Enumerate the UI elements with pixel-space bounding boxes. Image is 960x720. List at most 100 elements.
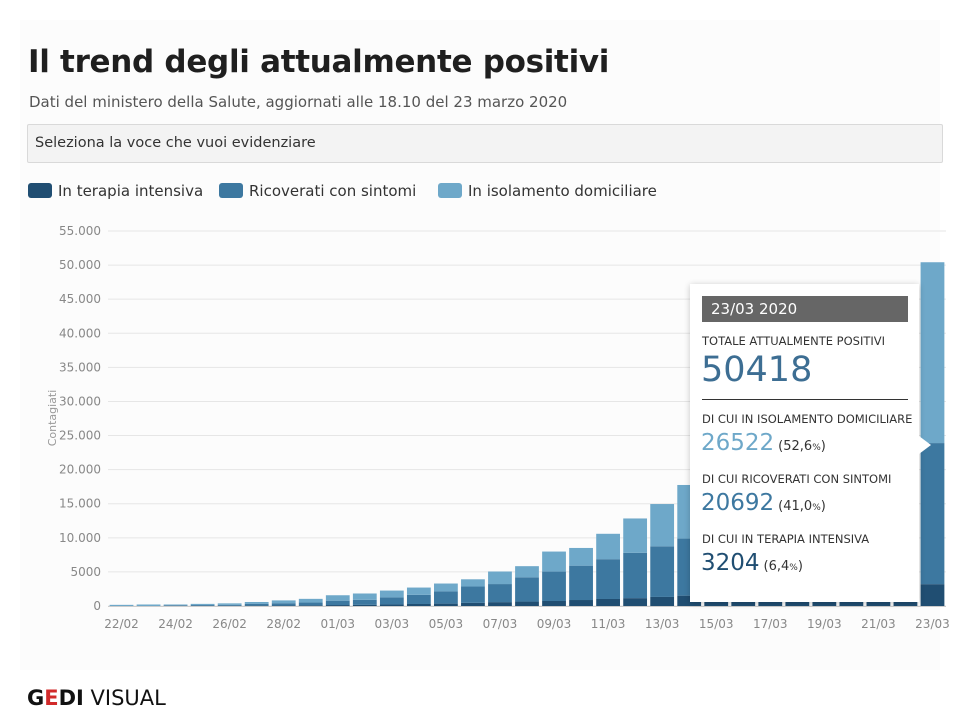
bar-segment-isolamento xyxy=(163,604,188,606)
bar-segment-isolamento xyxy=(434,583,458,592)
y-tick-label: 5000 xyxy=(70,565,101,579)
y-tick-label: 0 xyxy=(93,599,101,613)
page-subtitle: Dati del ministero della Salute, aggiorn… xyxy=(29,93,568,111)
x-tick-label: 22/02 xyxy=(104,617,139,631)
tooltip-ricoverati-value: 20692 xyxy=(701,490,775,516)
bar-segment-isolamento xyxy=(325,595,350,601)
x-tick-label: 26/02 xyxy=(212,617,247,631)
bar-segment-ricoverati xyxy=(569,565,593,601)
tooltip-terapia-label: DI CUI IN TERAPIA INTENSIVA xyxy=(702,532,870,546)
bar-segment-isolamento xyxy=(298,598,323,603)
x-tick-label: 23/03 xyxy=(915,617,950,631)
legend-swatch-terapia-intensiva xyxy=(28,183,52,198)
x-tick-label: 01/03 xyxy=(320,617,355,631)
tooltip-ricoverati-label: DI CUI RICOVERATI CON SINTOMI xyxy=(702,472,892,486)
y-tick-label: 40.000 xyxy=(59,326,101,340)
bar-segment-ricoverati xyxy=(623,552,648,599)
bar-segment-terapia-intensiva xyxy=(488,602,512,606)
bar-segment-isolamento xyxy=(136,604,161,606)
bar-segment-terapia-intensiva xyxy=(542,601,566,606)
bar-segment-isolamento xyxy=(569,547,593,566)
y-axis-label: Contagiati xyxy=(46,390,59,447)
x-tick-label: 19/03 xyxy=(807,617,842,631)
highlight-select[interactable]: Seleziona la voce che vuoi evidenziare xyxy=(27,124,943,163)
tooltip-ricoverati-pct: (41,0%) xyxy=(778,499,826,514)
legend-swatch-isolamento xyxy=(438,183,462,198)
bar-segment-ricoverati xyxy=(271,603,296,606)
bar-segment-isolamento xyxy=(271,600,296,604)
tooltip-isolamento-label: DI CUI IN ISOLAMENTO DOMICILIARE xyxy=(702,412,913,426)
bar-segment-ricoverati xyxy=(352,599,377,605)
bar-segment-terapia-intensiva xyxy=(298,605,323,606)
bar-segment-terapia-intensiva xyxy=(677,595,702,606)
y-tick-label: 10.000 xyxy=(59,531,101,545)
bar-segment-terapia-intensiva xyxy=(352,604,377,606)
bar-segment-isolamento xyxy=(352,593,377,600)
bar-segment-ricoverati xyxy=(488,584,512,603)
bar-segment-ricoverati xyxy=(596,559,620,599)
tooltip: 23/03 2020 TOTALE ATTUALMENTE POSITIVI 5… xyxy=(690,284,919,602)
tooltip-divider xyxy=(702,399,908,400)
bar-segment-ricoverati xyxy=(190,604,215,606)
bar-segment-isolamento xyxy=(109,604,134,606)
tooltip-pointer xyxy=(919,436,931,454)
bar-segment-isolamento xyxy=(379,590,404,598)
x-tick-label: 24/02 xyxy=(158,617,193,631)
bar-segment-isolamento xyxy=(650,504,675,547)
y-tick-label: 55.000 xyxy=(59,224,101,238)
bar-segment-ricoverati xyxy=(298,602,323,606)
bar-segment-isolamento xyxy=(515,566,539,578)
bar-segment-ricoverati xyxy=(542,571,566,602)
tooltip-ricoverati-row: 20692 (41,0%) xyxy=(701,490,826,516)
bar-segment-isolamento xyxy=(217,603,242,605)
bar-segment-ricoverati xyxy=(379,597,404,605)
bar-segment-terapia-intensiva xyxy=(461,602,485,606)
bar-segment-isolamento xyxy=(596,533,620,560)
bar-segment-terapia-intensiva xyxy=(406,603,431,606)
bar-segment-isolamento xyxy=(920,262,945,444)
tooltip-terapia-row: 3204 (6,4%) xyxy=(701,550,803,576)
bar-segment-ricoverati xyxy=(325,600,350,606)
bar-segment-ricoverati xyxy=(244,603,269,606)
y-tick-label: 25.000 xyxy=(59,429,101,443)
bar-segment-ricoverati xyxy=(217,604,242,606)
x-tick-label: 07/03 xyxy=(483,617,518,631)
legend-label-isolamento: In isolamento domiciliare xyxy=(468,182,657,200)
legend-label-terapia-intensiva: In terapia intensiva xyxy=(58,182,204,200)
bar-segment-isolamento xyxy=(623,518,648,553)
bar-segment-ricoverati xyxy=(434,591,458,604)
y-tick-label: 15.000 xyxy=(59,497,101,511)
tooltip-terapia-value: 3204 xyxy=(701,550,760,576)
y-tick-label: 35.000 xyxy=(59,360,101,374)
bar-segment-terapia-intensiva xyxy=(650,596,675,606)
tooltip-isolamento-pct: (52,6%) xyxy=(778,439,826,454)
bar-segment-ricoverati xyxy=(461,586,485,603)
bar-segment-terapia-intensiva xyxy=(515,601,539,606)
bar-segment-terapia-intensiva xyxy=(325,605,350,606)
y-tick-label: 45.000 xyxy=(59,292,101,306)
bar-segment-isolamento xyxy=(542,551,566,572)
bar-segment-terapia-intensiva xyxy=(920,584,945,606)
bar-segment-ricoverati xyxy=(920,443,945,585)
bar-segment-terapia-intensiva xyxy=(379,604,404,606)
y-tick-label: 20.000 xyxy=(59,463,101,477)
x-tick-label: 03/03 xyxy=(375,617,410,631)
y-tick-label: 30.000 xyxy=(59,394,101,408)
x-tick-label: 21/03 xyxy=(861,617,896,631)
bar-segment-isolamento xyxy=(244,601,269,604)
x-tick-label: 17/03 xyxy=(753,617,788,631)
bar-segment-isolamento xyxy=(190,603,215,605)
bar-segment-ricoverati xyxy=(406,594,431,604)
x-tick-label: 05/03 xyxy=(429,617,464,631)
gedi-visual-logo: GEDI VISUAL xyxy=(27,686,166,710)
bar-segment-terapia-intensiva xyxy=(569,600,593,606)
legend-label-ricoverati: Ricoverati con sintomi xyxy=(249,182,417,200)
tooltip-isolamento-row: 26522 (52,6%) xyxy=(701,430,826,456)
bar-segment-isolamento xyxy=(488,571,512,585)
bar-segment-isolamento xyxy=(406,587,431,595)
x-tick-label: 13/03 xyxy=(645,617,680,631)
bar-segment-ricoverati xyxy=(515,577,539,602)
tooltip-isolamento-value: 26522 xyxy=(701,430,775,456)
legend-swatch-ricoverati xyxy=(219,183,243,198)
x-tick-label: 11/03 xyxy=(591,617,626,631)
